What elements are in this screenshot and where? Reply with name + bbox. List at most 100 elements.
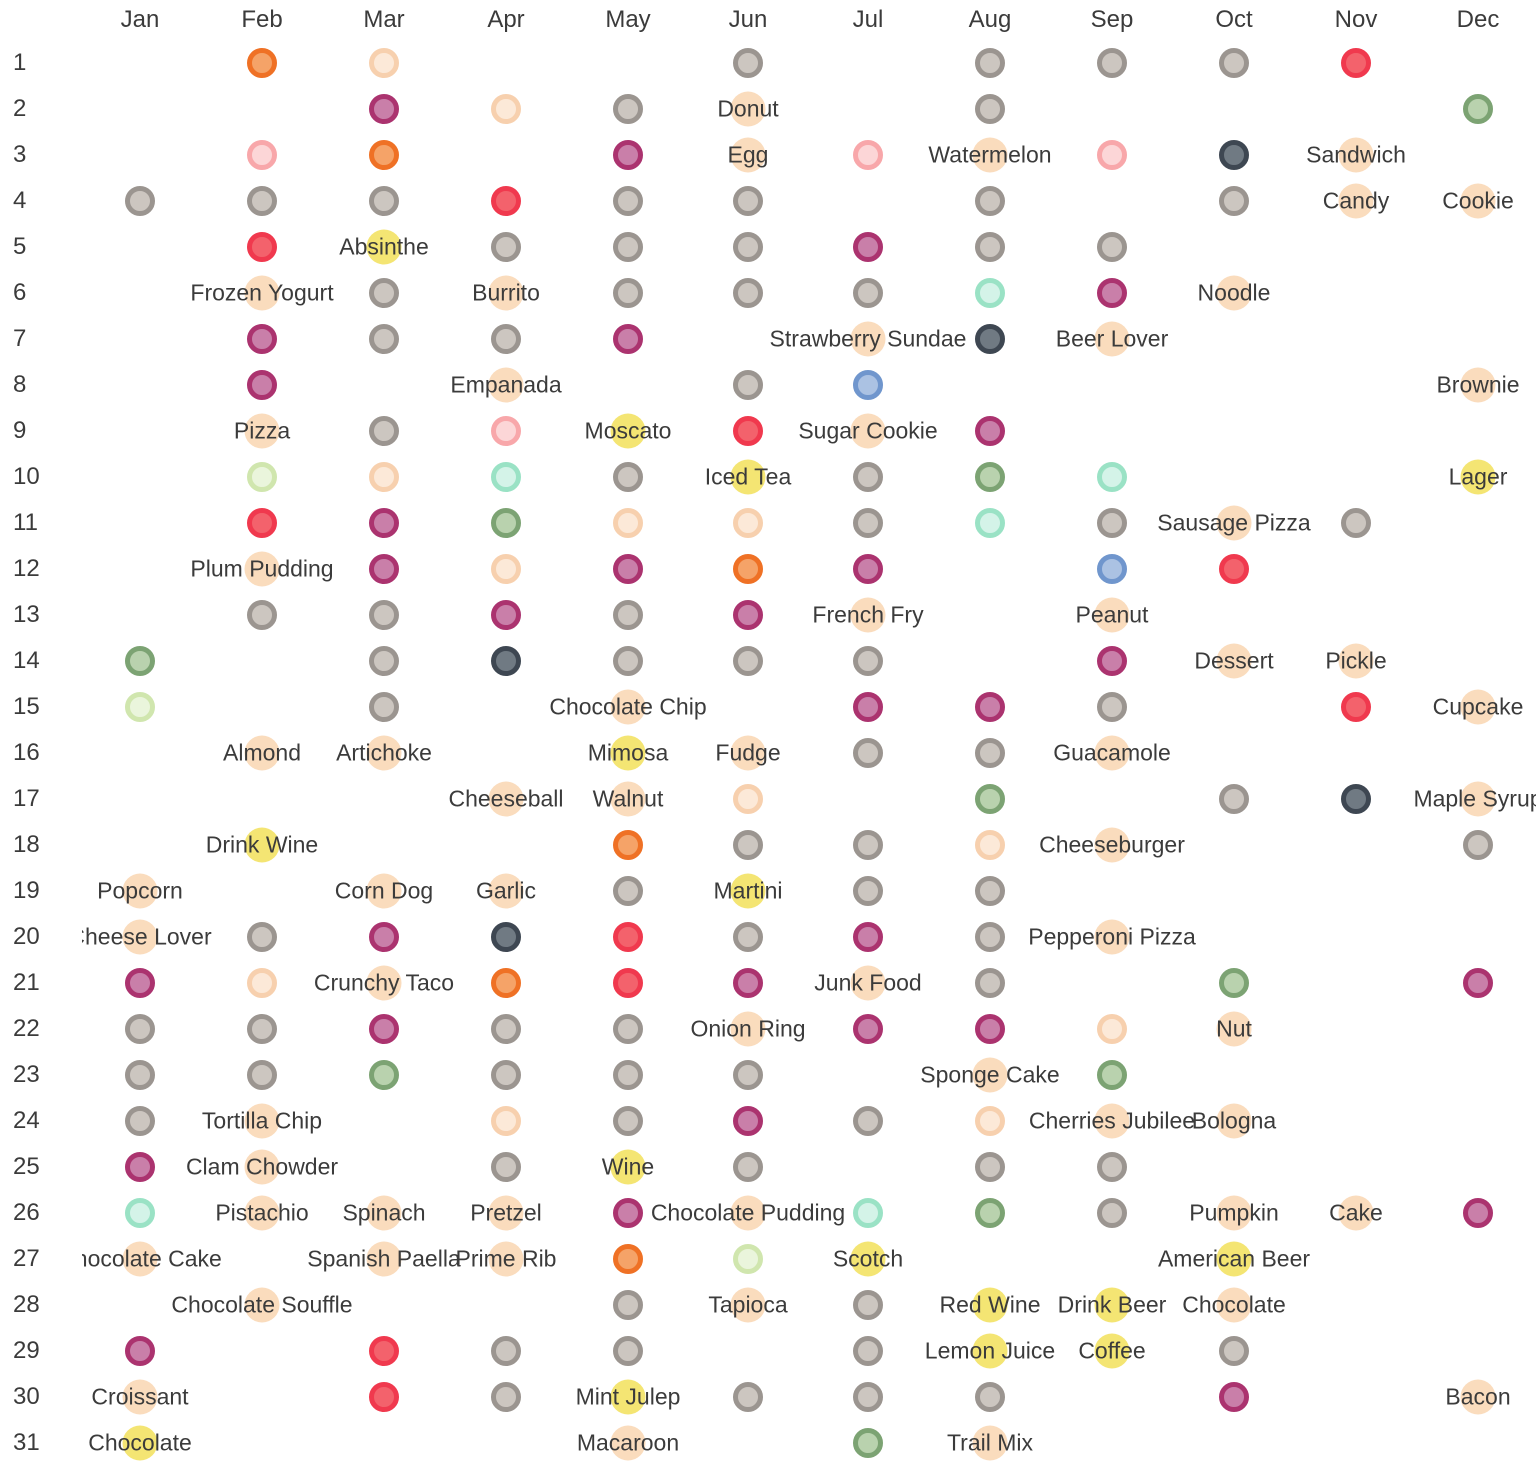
day-dot-nov-1-red — [1341, 48, 1371, 78]
holiday-label-candy: Candy — [1322, 187, 1390, 214]
day-row-label-22: 22 — [13, 1015, 40, 1042]
day-dot-may-27-orange — [613, 1244, 643, 1274]
holiday-dot-moscato — [610, 413, 646, 449]
holiday-dot-guacamole — [1094, 735, 1130, 771]
day-dot-jun-13-magenta — [733, 600, 763, 630]
day-dot-feb-10-lightgreen — [247, 462, 277, 492]
month-header-mar: Mar — [363, 6, 405, 33]
holiday-label-fudge: Fudge — [715, 739, 781, 766]
holiday-label-cheeseball: Cheeseball — [448, 785, 564, 812]
holiday-dot-corn-dog — [366, 873, 402, 909]
holiday-label-nut: Nut — [1216, 1015, 1252, 1042]
day-dot-jul-11-gray — [853, 508, 883, 538]
holiday-label-cake: Cake — [1329, 1199, 1383, 1226]
holiday-dot-cheeseburger — [1094, 827, 1130, 863]
holiday-dot-onion-ring — [730, 1011, 766, 1047]
day-dot-nov-17-darkslate — [1341, 784, 1371, 814]
day-dot-aug-10-green — [975, 462, 1005, 492]
day-row-label-13: 13 — [13, 601, 40, 628]
day-dot-sep-1-gray — [1097, 48, 1127, 78]
day-dot-sep-11-gray — [1097, 508, 1127, 538]
month-header-oct: Oct — [1215, 6, 1253, 33]
holiday-dot-noodle — [1216, 275, 1252, 311]
holiday-dot-popcorn — [122, 873, 158, 909]
month-header-feb: Feb — [241, 6, 283, 33]
day-dot-apr-11-green — [491, 508, 521, 538]
holiday-label-empanada: Empanada — [450, 371, 562, 398]
day-dot-sep-22-peach — [1097, 1014, 1127, 1044]
day-dot-jun-21-magenta — [733, 968, 763, 998]
day-dot-mar-11-magenta — [369, 508, 399, 538]
day-row-label-20: 20 — [13, 923, 40, 950]
holiday-dot-chocolate — [1216, 1287, 1252, 1323]
holiday-label-mint-julep: Mint Julep — [575, 1383, 681, 1410]
holiday-label-pumpkin: Pumpkin — [1189, 1199, 1279, 1226]
month-header-jan: Jan — [120, 6, 160, 33]
day-dot-dec-21-magenta — [1463, 968, 1493, 998]
holiday-label-chocolate: Chocolate — [88, 1429, 192, 1456]
day-dot-sep-14-magenta — [1097, 646, 1127, 676]
holiday-label-chocolate-pudding: Chocolate Pudding — [650, 1199, 846, 1226]
day-dot-feb-4-gray — [247, 186, 277, 216]
day-dot-jun-5-gray — [733, 232, 763, 262]
holiday-label-sausage-pizza: Sausage Pizza — [1157, 509, 1311, 536]
day-dot-jan-15-lightgreen — [125, 692, 155, 722]
day-dot-aug-26-green — [975, 1198, 1005, 1228]
holiday-label-chocolate: Chocolate — [1182, 1291, 1286, 1318]
holiday-dot-almond — [244, 735, 280, 771]
day-dot-aug-4-gray — [975, 186, 1005, 216]
holiday-label-pretzel: Pretzel — [470, 1199, 542, 1226]
holiday-label-spanish-paella: Spanish Paella — [307, 1245, 461, 1272]
holiday-dot-dessert — [1216, 643, 1252, 679]
holiday-dot-tapioca — [730, 1287, 766, 1323]
day-dot-jul-30-gray — [853, 1382, 883, 1412]
day-row-label-27: 27 — [13, 1245, 40, 1272]
day-dot-mar-15-gray — [369, 692, 399, 722]
holiday-label-cupcake: Cupcake — [1432, 693, 1524, 720]
day-row-label-29: 29 — [13, 1337, 40, 1364]
holiday-label-pickle: Pickle — [1325, 647, 1387, 674]
holiday-label-cookie: Cookie — [1442, 187, 1514, 214]
day-dot-mar-9-gray — [369, 416, 399, 446]
day-dot-jun-18-gray — [733, 830, 763, 860]
holiday-dot-frozen-yogurt — [244, 275, 280, 311]
holiday-label-guacamole: Guacamole — [1053, 739, 1171, 766]
day-dot-aug-11-mint — [975, 508, 1005, 538]
day-row-label-26: 26 — [13, 1199, 40, 1226]
holiday-label-bacon: Bacon — [1445, 1383, 1511, 1410]
holiday-label-noodle: Noodle — [1197, 279, 1271, 306]
day-dot-aug-25-gray — [975, 1152, 1005, 1182]
day-row-label-9: 9 — [13, 417, 27, 444]
day-dot-may-10-gray — [613, 462, 643, 492]
day-dot-jul-3-pink — [853, 140, 883, 170]
day-dot-may-28-gray — [613, 1290, 643, 1320]
month-header-jun: Jun — [728, 6, 768, 33]
holiday-label-brownie: Brownie — [1436, 371, 1520, 398]
holiday-label-scotch: Scotch — [832, 1245, 904, 1272]
day-dot-jun-25-gray — [733, 1152, 763, 1182]
holiday-label-sponge-cake: Sponge Cake — [920, 1061, 1060, 1088]
day-row-label-6: 6 — [13, 279, 27, 306]
day-row-label-25: 25 — [13, 1153, 40, 1180]
holiday-label-donut: Donut — [717, 95, 779, 122]
holiday-dot-tortilla-chip — [244, 1103, 280, 1139]
day-dot-apr-10-mint — [491, 462, 521, 492]
day-dot-feb-3-pink — [247, 140, 277, 170]
holiday-dot-croissant — [122, 1379, 158, 1415]
day-dot-aug-19-gray — [975, 876, 1005, 906]
holiday-label-cherries-jubilee: Cherries Jubilee — [1028, 1107, 1196, 1134]
day-dot-mar-29-red — [369, 1336, 399, 1366]
day-dot-may-12-magenta — [613, 554, 643, 584]
day-dot-apr-9-pink — [491, 416, 521, 446]
day-dot-apr-22-gray — [491, 1014, 521, 1044]
day-dot-apr-13-magenta — [491, 600, 521, 630]
holiday-label-egg: Egg — [727, 141, 769, 168]
holiday-label-cheese-lover: Cheese Lover — [68, 923, 212, 950]
day-dot-feb-21-peach — [247, 968, 277, 998]
day-dot-jul-5-magenta — [853, 232, 883, 262]
day-dot-jul-18-gray — [853, 830, 883, 860]
holiday-dot-burrito — [488, 275, 524, 311]
day-row-label-28: 28 — [13, 1291, 40, 1318]
holiday-label-wine: Wine — [601, 1153, 655, 1180]
holiday-label-absinthe: Absinthe — [339, 233, 429, 260]
